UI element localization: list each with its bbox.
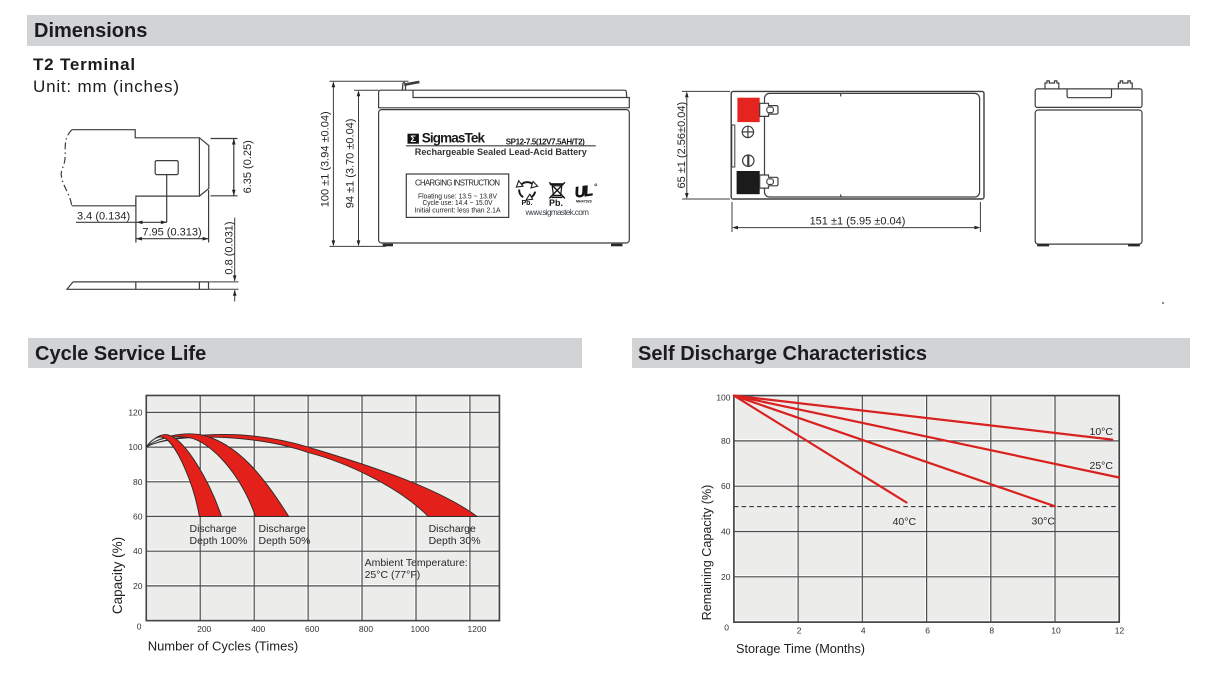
svg-text:Discharge: Discharge <box>190 523 237 535</box>
svg-text:20: 20 <box>721 572 731 582</box>
svg-text:7.95 (0.313): 7.95 (0.313) <box>142 227 201 239</box>
svg-text:10°C: 10°C <box>1090 426 1114 438</box>
svg-text:4: 4 <box>861 626 866 636</box>
svg-text:25°C: 25°C <box>1090 460 1114 472</box>
svg-text:Pb.: Pb. <box>522 200 533 207</box>
svg-text:400: 400 <box>251 624 265 634</box>
svg-text:Remaining Capacity (%): Remaining Capacity (%) <box>700 485 714 621</box>
svg-text:SigmasTek: SigmasTek <box>422 131 486 146</box>
svg-text:Number of Cycles (Times): Number of Cycles (Times) <box>148 639 298 654</box>
svg-text:Rechargeable Sealed Lead-Acid: Rechargeable Sealed Lead-Acid Battery <box>415 147 588 157</box>
svg-text:Discharge: Discharge <box>259 523 306 535</box>
svg-text:100: 100 <box>128 442 142 452</box>
svg-text:10: 10 <box>1051 626 1061 636</box>
svg-text:60: 60 <box>133 511 143 521</box>
svg-text:30°C: 30°C <box>1032 515 1056 527</box>
svg-text:Floating use: 13.5 ~ 13.8V: Floating use: 13.5 ~ 13.8V <box>418 192 497 201</box>
svg-text:100: 100 <box>716 392 730 402</box>
svg-text:600: 600 <box>305 624 319 634</box>
svg-text:200: 200 <box>197 624 211 634</box>
svg-text:0: 0 <box>724 622 729 632</box>
svg-text:Storage Time (Months): Storage Time (Months) <box>736 642 865 656</box>
svg-text:Discharge: Discharge <box>429 523 476 535</box>
svg-text:25°C (77°F): 25°C (77°F) <box>365 569 421 581</box>
svg-text:Pb.: Pb. <box>549 198 563 208</box>
svg-text:Depth 50%: Depth 50% <box>259 535 311 547</box>
svg-text:20: 20 <box>133 581 143 591</box>
svg-text:Initial current: less than 2.1: Initial current: less than 2.1A <box>415 206 501 215</box>
svg-text:Depth 30%: Depth 30% <box>429 535 481 547</box>
svg-text:65 ±1 (2.56±0.04): 65 ±1 (2.56±0.04) <box>676 102 688 189</box>
svg-text:40: 40 <box>721 527 731 537</box>
svg-text:2: 2 <box>797 626 802 636</box>
svg-text:60: 60 <box>721 481 731 491</box>
svg-text:Capacity (%): Capacity (%) <box>110 537 125 614</box>
svg-text:151 ±1 (5.95 ±0.04): 151 ±1 (5.95 ±0.04) <box>810 216 906 228</box>
svg-text:80: 80 <box>721 436 731 446</box>
svg-text:UL: UL <box>574 182 594 201</box>
svg-text:12: 12 <box>1115 626 1125 636</box>
svg-text:6: 6 <box>925 626 930 636</box>
svg-text:SP12-7.5(12V7.5AH/T2): SP12-7.5(12V7.5AH/T2) <box>506 137 585 146</box>
svg-text:100 ±1 (3.94 ±0.04): 100 ±1 (3.94 ±0.04) <box>319 111 331 207</box>
svg-text:8: 8 <box>989 626 994 636</box>
svg-text:6.35 (0.25): 6.35 (0.25) <box>242 140 254 193</box>
svg-text:40°C: 40°C <box>893 516 917 528</box>
svg-text:MH47929: MH47929 <box>576 200 592 204</box>
svg-text:CHARGING INSTRUCTION: CHARGING INSTRUCTION <box>415 179 500 188</box>
svg-text:80: 80 <box>133 477 143 487</box>
svg-text:94 ±1 (3.70 ±0.04): 94 ±1 (3.70 ±0.04) <box>345 119 357 209</box>
svg-text:Cycle use: 14.4 ~ 15.0V: Cycle use: 14.4 ~ 15.0V <box>423 198 493 207</box>
svg-text:0.8 (0.031): 0.8 (0.031) <box>224 221 236 274</box>
svg-text:40: 40 <box>133 546 143 556</box>
svg-text:Ambient Temperature:: Ambient Temperature: <box>365 557 468 569</box>
svg-text:Σ: Σ <box>410 134 416 145</box>
svg-text:1000: 1000 <box>411 624 430 634</box>
svg-text:3.4 (0.134): 3.4 (0.134) <box>77 211 130 223</box>
svg-text:1200: 1200 <box>468 624 487 634</box>
svg-text:800: 800 <box>359 624 373 634</box>
svg-text:www.sigmastek.com: www.sigmastek.com <box>525 208 590 217</box>
svg-text:Depth 100%: Depth 100% <box>190 535 248 547</box>
svg-text:0: 0 <box>137 621 142 631</box>
svg-text:120: 120 <box>128 407 142 417</box>
